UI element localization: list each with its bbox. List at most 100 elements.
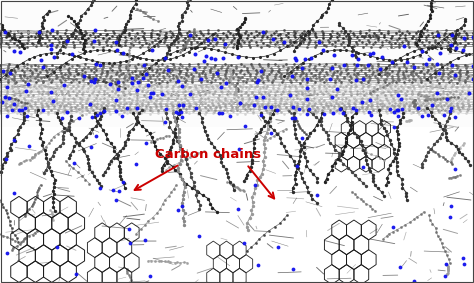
Point [158, 97, 166, 102]
Point [129, 84, 137, 89]
Point [340, 44, 348, 49]
Point [117, 95, 124, 100]
Point [277, 135, 284, 140]
Point [446, 102, 454, 107]
Point [431, 71, 438, 75]
Point [254, 96, 262, 100]
Point [245, 85, 253, 90]
Point [417, 70, 424, 74]
Point [261, 155, 269, 159]
Point [433, 87, 441, 91]
Point [324, 133, 331, 137]
Point [403, 57, 411, 61]
Point [420, 97, 428, 102]
Point [185, 111, 192, 115]
Point [336, 78, 343, 82]
Point [174, 101, 182, 105]
Point [186, 62, 193, 67]
Point [351, 68, 358, 72]
Point [195, 99, 203, 103]
Point [395, 140, 402, 145]
Point [322, 86, 330, 90]
Point [410, 100, 417, 105]
Point [35, 32, 43, 36]
Point [54, 51, 61, 55]
Point [189, 92, 197, 96]
Point [279, 63, 287, 68]
Point [447, 261, 454, 265]
Point [324, 49, 331, 53]
Point [195, 111, 203, 115]
Point [54, 114, 62, 119]
Point [64, 109, 72, 114]
Point [198, 70, 206, 75]
Point [346, 36, 354, 40]
Point [106, 111, 114, 116]
Point [245, 92, 252, 97]
Point [304, 108, 312, 112]
Point [178, 115, 186, 119]
Point [97, 74, 104, 79]
Point [415, 92, 422, 97]
Point [73, 72, 81, 76]
Point [189, 35, 197, 39]
Point [409, 74, 416, 78]
Point [319, 40, 326, 44]
Point [140, 109, 147, 113]
Point [410, 100, 417, 104]
Point [50, 134, 57, 139]
Point [140, 35, 147, 40]
Point [151, 37, 159, 42]
Point [132, 122, 139, 127]
Point [176, 143, 184, 147]
Point [122, 59, 130, 63]
Point [39, 139, 46, 144]
Point [259, 30, 266, 34]
Point [162, 85, 170, 90]
Point [126, 88, 133, 92]
Point [465, 104, 472, 108]
Point [139, 75, 146, 80]
Point [451, 72, 458, 77]
Point [411, 99, 419, 104]
Point [374, 34, 381, 38]
Point [34, 188, 42, 193]
Point [383, 83, 391, 87]
Point [267, 66, 274, 70]
Point [410, 100, 417, 105]
Point [0, 69, 6, 73]
Point [90, 173, 98, 178]
Point [365, 165, 373, 170]
Point [147, 99, 155, 103]
Point [179, 46, 187, 50]
Point [352, 39, 360, 44]
Point [374, 186, 382, 190]
Point [169, 164, 177, 169]
Point [233, 106, 240, 111]
Point [411, 102, 419, 107]
Point [342, 84, 349, 88]
Point [242, 17, 249, 22]
Point [3, 70, 11, 74]
Point [237, 188, 244, 192]
Point [70, 144, 78, 149]
Point [249, 106, 257, 111]
Point [394, 77, 401, 82]
Point [320, 87, 328, 92]
Point [166, 147, 173, 152]
Point [169, 130, 177, 134]
Point [17, 40, 24, 45]
Point [210, 64, 218, 69]
Point [164, 71, 171, 76]
Point [372, 33, 379, 37]
Point [50, 185, 58, 189]
Point [258, 35, 265, 39]
Point [418, 161, 426, 166]
Point [300, 145, 308, 150]
Point [328, 64, 336, 68]
Point [153, 42, 161, 46]
Point [323, 70, 330, 74]
Point [329, 110, 337, 115]
Point [297, 72, 304, 77]
Point [441, 124, 448, 128]
